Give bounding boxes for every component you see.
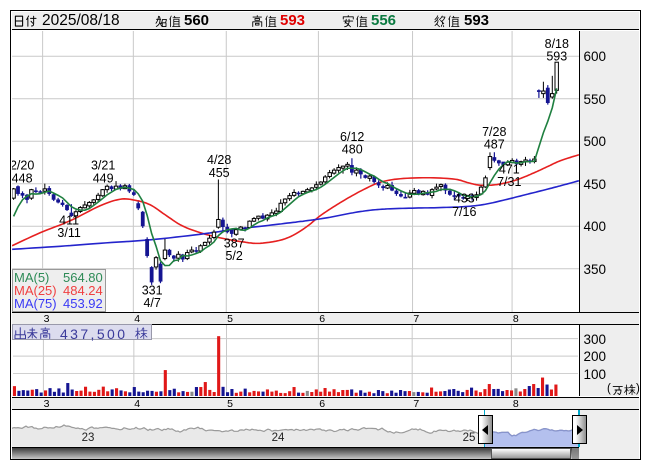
svg-text:487: 487 bbox=[484, 138, 505, 152]
svg-text:4/7: 4/7 bbox=[143, 296, 160, 310]
svg-text:7/28: 7/28 bbox=[482, 126, 506, 140]
svg-text:7/16: 7/16 bbox=[452, 205, 476, 219]
svg-text:5/2: 5/2 bbox=[225, 249, 242, 263]
svg-text:387: 387 bbox=[224, 237, 245, 251]
svg-text:455: 455 bbox=[209, 166, 230, 180]
svg-text:331: 331 bbox=[142, 284, 163, 298]
svg-text:3/21: 3/21 bbox=[91, 159, 115, 173]
svg-text:3/11: 3/11 bbox=[57, 226, 80, 240]
svg-text:6/12: 6/12 bbox=[340, 131, 364, 145]
svg-text:593: 593 bbox=[546, 50, 567, 64]
svg-text:411: 411 bbox=[59, 214, 79, 228]
svg-text:480: 480 bbox=[342, 143, 363, 157]
svg-text:4/28: 4/28 bbox=[207, 154, 231, 168]
svg-text:471: 471 bbox=[499, 163, 520, 177]
svg-text:8/18: 8/18 bbox=[545, 38, 569, 52]
svg-text:2/20: 2/20 bbox=[12, 159, 34, 173]
svg-text:449: 449 bbox=[93, 172, 114, 186]
svg-text:448: 448 bbox=[12, 172, 33, 186]
svg-text:7/31: 7/31 bbox=[497, 175, 521, 189]
svg-text:433: 433 bbox=[454, 192, 475, 206]
